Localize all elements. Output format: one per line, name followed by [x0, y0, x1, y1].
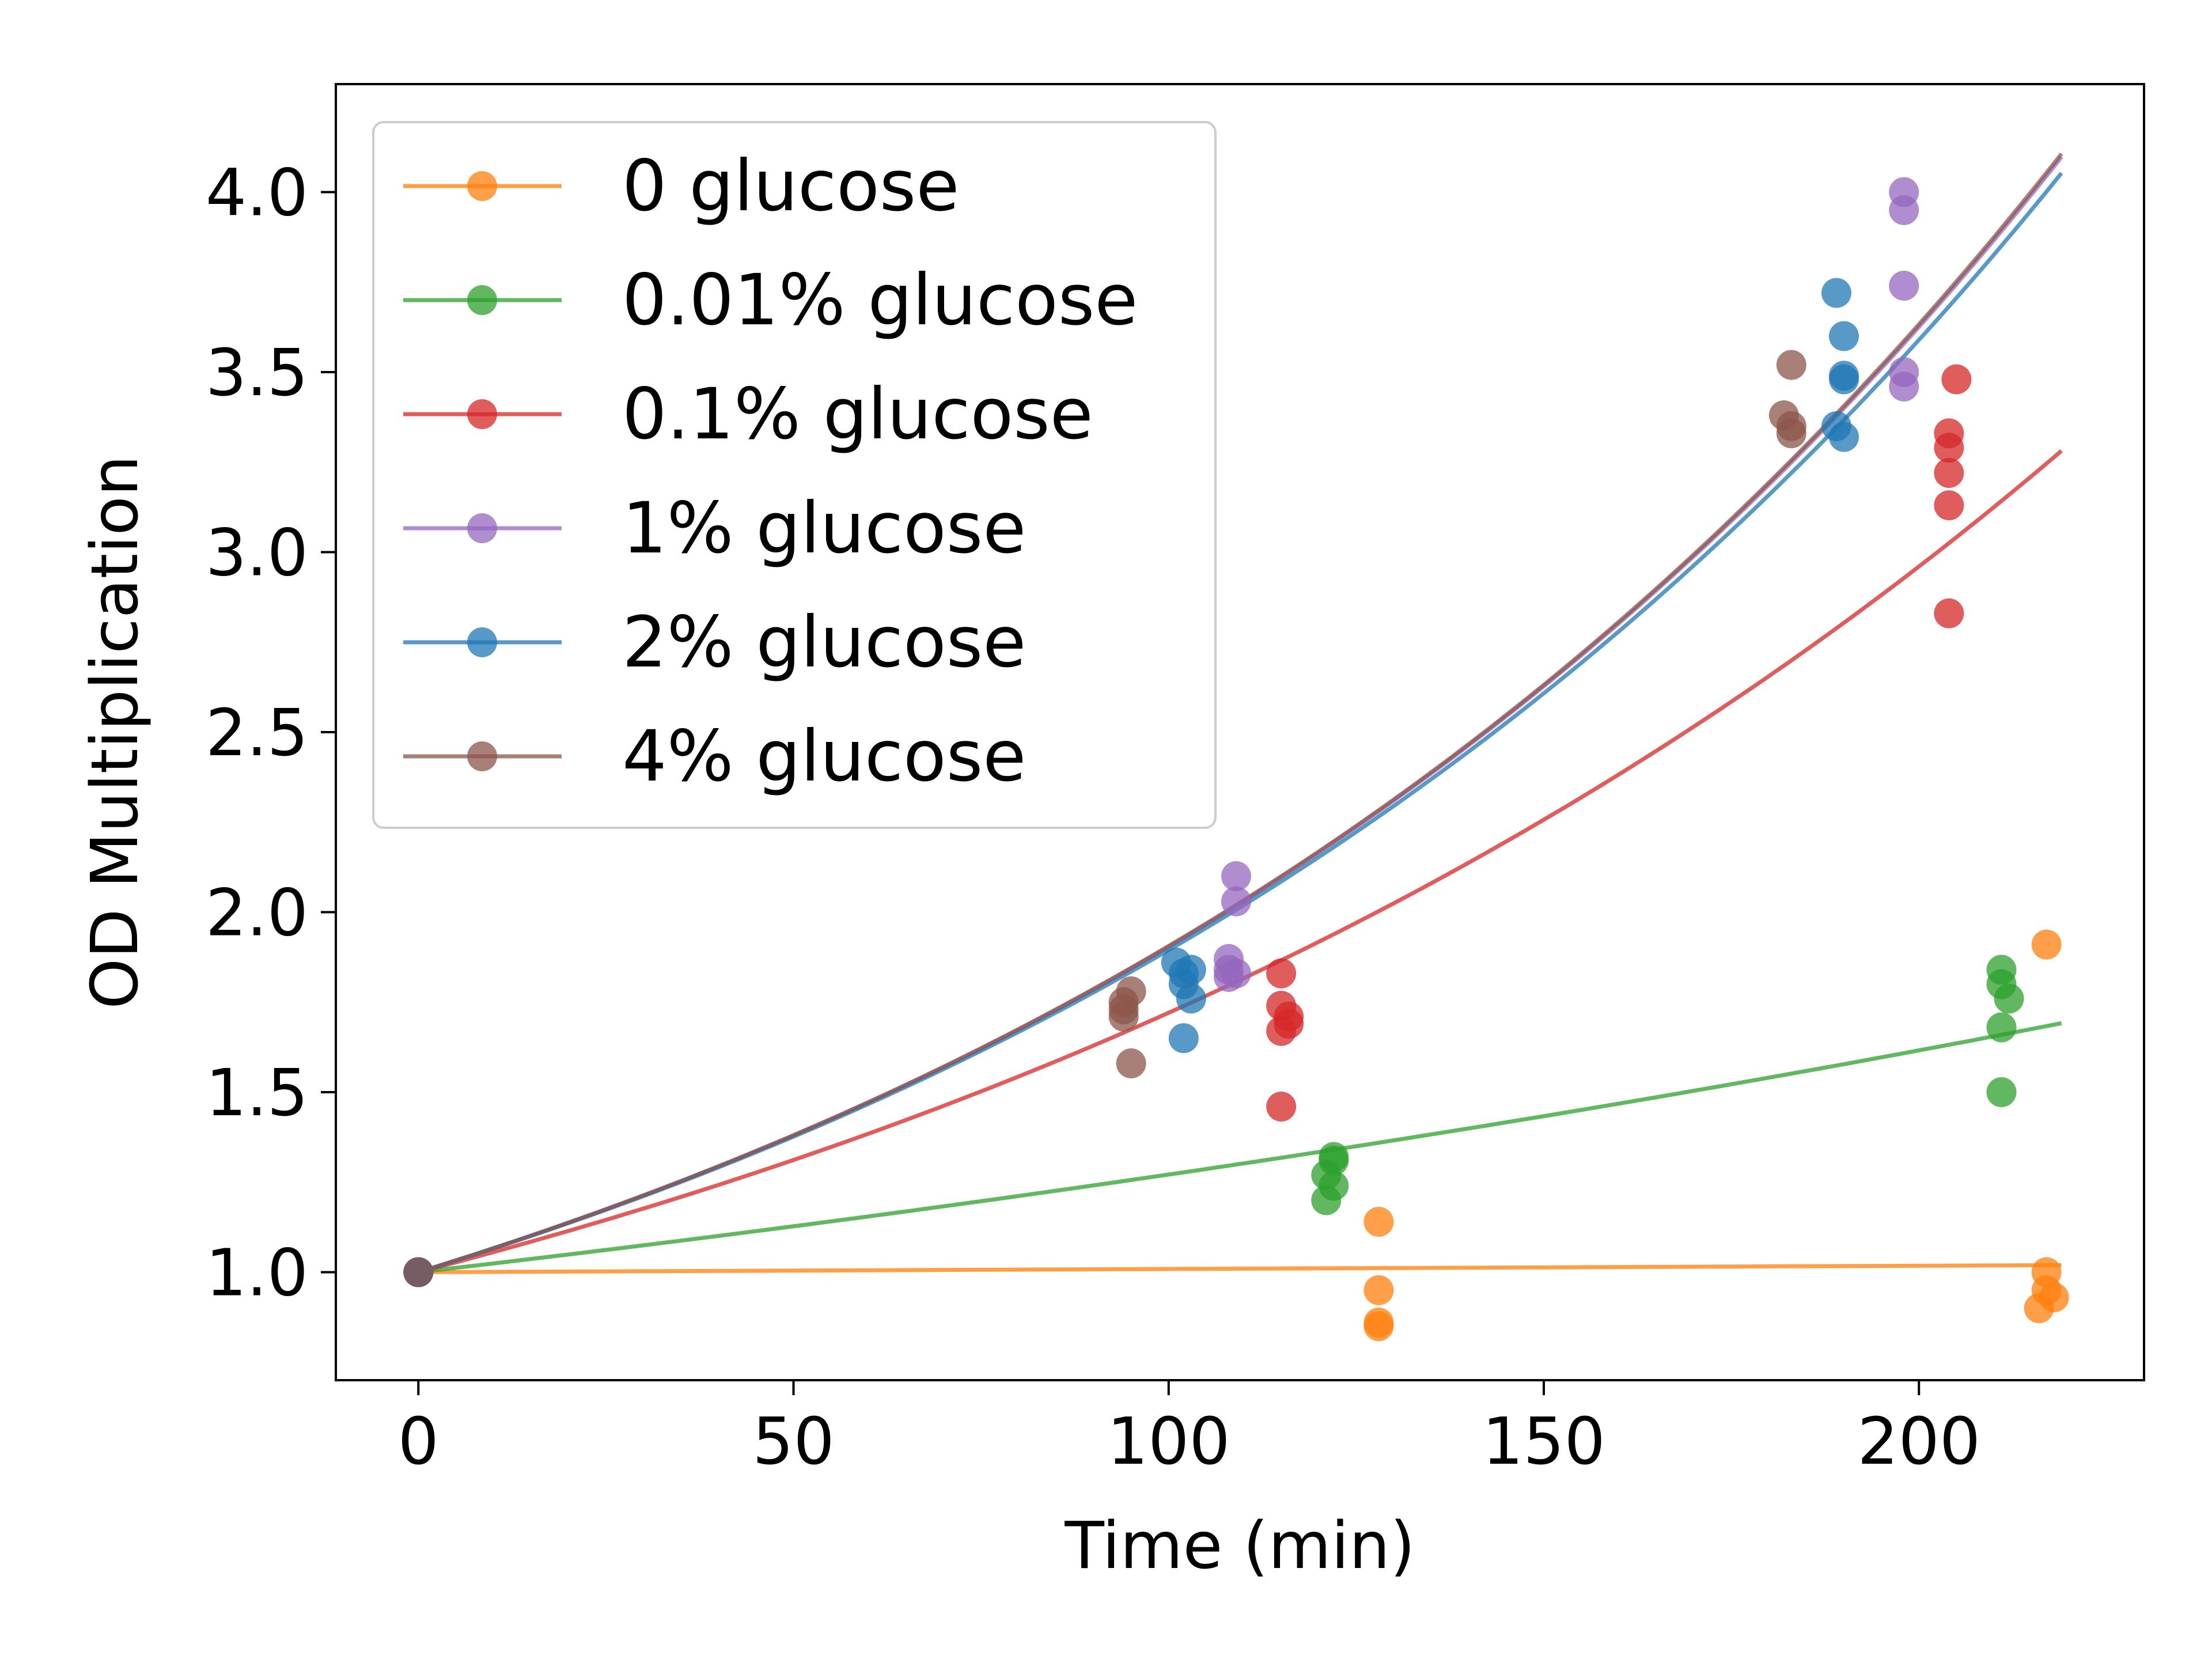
data-point-2-glucose: [1829, 422, 1859, 452]
legend-marker-4-glucose: [467, 741, 497, 771]
data-point-0-1-glucose: [1934, 458, 1964, 488]
data-point-0-1-glucose: [1266, 1016, 1297, 1046]
data-point-2-glucose: [1829, 364, 1859, 395]
data-point-2-glucose: [1821, 278, 1851, 308]
legend-marker-2-glucose: [467, 627, 497, 657]
x-tick-label: 200: [1857, 1404, 1980, 1479]
data-point-1-glucose: [1889, 372, 1919, 402]
data-point-0-1-glucose: [1934, 598, 1964, 628]
legend-label-2-glucose: 2% glucose: [622, 601, 1026, 683]
data-point-0-1-glucose: [1934, 490, 1964, 521]
data-point-0-01-glucose: [1986, 1012, 2017, 1043]
data-point-1-glucose: [1889, 195, 1919, 225]
data-point-0-1-glucose: [1266, 958, 1297, 988]
data-point-0-01-glucose: [1994, 983, 2024, 1014]
data-point-4-glucose: [1776, 350, 1806, 380]
data-point-0-1-glucose: [1266, 1092, 1297, 1122]
x-tick-label: 0: [398, 1404, 439, 1479]
data-point-0-01-glucose: [1986, 1077, 2017, 1107]
y-tick-label: 1.5: [206, 1056, 308, 1131]
legend-label-1-glucose: 1% glucose: [622, 487, 1026, 569]
y-tick-label: 4.0: [206, 156, 308, 231]
data-point-2-glucose: [1829, 321, 1859, 351]
data-point-4-glucose: [1776, 418, 1806, 449]
y-tick-label: 2.0: [206, 876, 308, 951]
data-point-2-glucose: [1168, 1023, 1199, 1054]
fit-line-0-01-glucose: [418, 1021, 2062, 1274]
data-point-2-glucose: [1176, 983, 1206, 1014]
data-point-0-01-glucose: [1311, 1185, 1342, 1215]
data-point-0-glucose: [1363, 1207, 1394, 1237]
y-tick-label: 3.5: [206, 336, 308, 411]
y-axis-label: OD Multiplication: [78, 455, 153, 1009]
data-point-0-1-glucose: [1941, 364, 1972, 395]
legend-label-0-1-glucose: 0.1% glucose: [622, 373, 1093, 455]
x-axis: 0 50 100 150 200: [398, 1380, 1980, 1479]
data-point-0-glucose: [1363, 1275, 1394, 1305]
plot-area: [335, 83, 2145, 1381]
legend-label-0-glucose: 0 glucose: [622, 145, 959, 227]
y-tick-label: 1.0: [206, 1236, 308, 1311]
x-tick-label: 150: [1482, 1404, 1605, 1479]
y-tick-label: 3.0: [206, 516, 308, 591]
data-point-0-1-glucose: [1934, 433, 1964, 463]
legend-label-4-glucose: 4% glucose: [622, 715, 1026, 797]
legend-marker-0-01-glucose: [467, 285, 497, 315]
legend-box: [372, 121, 1217, 829]
data-point-0-glucose: [1363, 1311, 1394, 1342]
legend-marker-0-1-glucose: [467, 399, 497, 429]
data-point-1-glucose: [1213, 962, 1244, 992]
data-point-0-glucose: [2031, 929, 2062, 960]
legend: 0 glucose 0.01% glucose 0.1% glucose 1% glu…: [372, 121, 1217, 829]
y-tick-label: 2.5: [206, 696, 308, 771]
data-point-4-glucose: [403, 1257, 434, 1287]
x-tick-label: 50: [752, 1404, 835, 1479]
y-axis: 1.0 1.5 2.0 2.5 3.0 3.5 4.0: [206, 156, 336, 1311]
data-point-4-glucose: [1116, 1048, 1146, 1078]
data-point-1-glucose: [1889, 271, 1919, 301]
data-point-1-glucose: [1221, 861, 1251, 891]
data-point-4-glucose: [1108, 1001, 1139, 1032]
data-points: [403, 177, 2069, 1342]
legend-label-0-01-glucose: 0.01% glucose: [622, 259, 1138, 341]
x-axis-label: Time (min): [1064, 1509, 1415, 1584]
data-point-0-glucose: [2031, 1275, 2062, 1305]
data-point-1-glucose: [1221, 886, 1251, 916]
x-tick-label: 100: [1107, 1404, 1230, 1479]
legend-marker-1-glucose: [467, 513, 497, 543]
legend-marker-0-glucose: [467, 171, 497, 201]
fit-line-0-glucose: [418, 1263, 2062, 1274]
